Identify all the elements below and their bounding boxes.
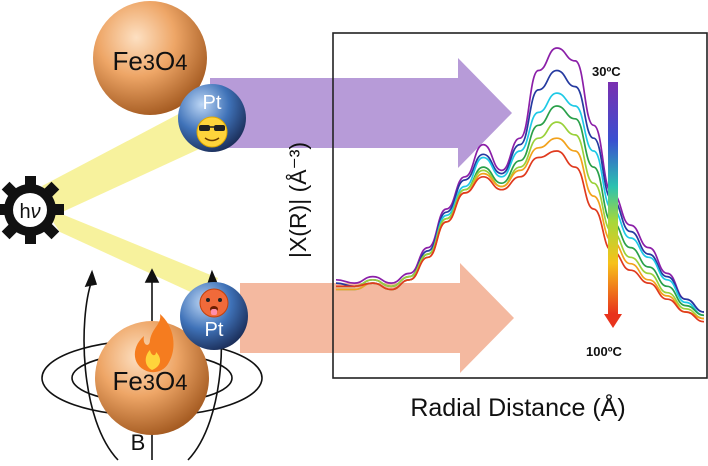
cool-emoji-icon <box>196 116 228 148</box>
temperature-top-label: 30ºC <box>592 64 621 79</box>
temperature-arrow <box>604 82 622 328</box>
svg-text:hν: hν <box>19 201 40 223</box>
lower-light-beam <box>42 206 218 300</box>
light-source-gear-icon: hν <box>0 176 64 244</box>
x-axis-label: Radial Distance (Å) <box>410 392 625 422</box>
bottom-nanoparticle: Fe3O4 Pt <box>95 282 248 435</box>
bottom-iron-oxide-core <box>95 321 209 435</box>
salmon-arrow <box>240 263 514 373</box>
bottom-core-subscript-2: 4 <box>175 370 187 395</box>
purple-arrow <box>210 58 512 168</box>
top-iron-oxide-core <box>93 1 207 115</box>
bottom-shell-label: Pt <box>205 319 224 341</box>
top-core-subscript-2: 4 <box>175 50 187 75</box>
bottom-core-label: Fe <box>112 366 142 396</box>
top-core-label: Fe <box>112 46 142 76</box>
hot-emoji-icon <box>199 288 229 318</box>
chart-frame <box>332 32 708 379</box>
spectrum-line-1 <box>335 47 705 313</box>
fire-emoji-icon <box>134 314 174 373</box>
upper-light-beam <box>42 108 210 214</box>
y-axis-label: |X(R)| (Å⁻³) <box>284 142 311 258</box>
top-shell-label: Pt <box>203 92 222 114</box>
light-source-h: h <box>19 201 30 223</box>
top-core-subscript: 3 <box>143 50 155 75</box>
top-core-tail: O <box>155 46 175 76</box>
spectrum-line-7 <box>336 150 705 323</box>
svg-text:Fe3O4: Fe3O4 <box>112 46 187 76</box>
bottom-core-subscript: 3 <box>143 370 155 395</box>
svg-text:Fe3O4: Fe3O4 <box>112 366 187 396</box>
top-nanoparticle: Fe3O4 Pt <box>93 1 246 152</box>
light-source-nu: ν <box>31 201 41 223</box>
spectrum-line-5 <box>336 121 705 320</box>
temperature-bottom-label: 100ºC <box>586 344 622 359</box>
bottom-core-tail: O <box>155 366 175 396</box>
magnetic-field-label: B <box>131 430 146 455</box>
chart-plot-area <box>335 47 705 323</box>
